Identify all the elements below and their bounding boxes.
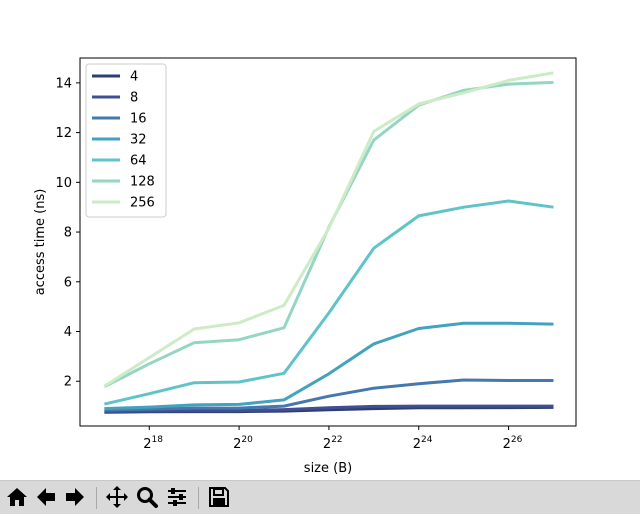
x-tick-label: 220 xyxy=(233,435,253,452)
series-line-16 xyxy=(104,378,554,412)
x-tick-label: 218 xyxy=(143,435,163,452)
legend-label-8: 8 xyxy=(130,91,138,106)
y-tick-label: 4 xyxy=(64,325,72,340)
series-line-64 xyxy=(104,199,554,406)
back-button[interactable] xyxy=(33,484,59,510)
save-icon xyxy=(209,487,229,507)
series-line-128 xyxy=(103,80,554,389)
x-axis-label: size (B) xyxy=(304,461,352,476)
series-line-32 xyxy=(104,321,554,411)
configure-subplots-icon xyxy=(168,488,186,506)
configure-subplots-button[interactable] xyxy=(164,484,190,510)
axes-frame xyxy=(79,57,577,427)
zoom-button[interactable] xyxy=(134,484,160,510)
legend-label-128: 128 xyxy=(130,175,155,190)
legend: 4 8 16 32 64 128 256 xyxy=(85,63,167,218)
forward-arrow-icon xyxy=(66,488,84,506)
y-tick-label: 2 xyxy=(64,375,72,390)
y-axis-label: access time (ns) xyxy=(33,189,48,296)
home-icon xyxy=(7,488,27,506)
toolbar-separator xyxy=(198,487,199,509)
toolbar-separator xyxy=(96,487,97,509)
y-tick-label: 8 xyxy=(64,226,72,241)
legend-box xyxy=(85,63,167,218)
legend-label-256: 256 xyxy=(130,196,155,211)
x-tick-label: 224 xyxy=(413,435,433,452)
y-tick-label: 6 xyxy=(64,275,72,290)
pan-icon xyxy=(106,486,128,508)
navigation-toolbar xyxy=(0,480,640,514)
x-tick-label: 222 xyxy=(323,435,343,452)
series-line-8 xyxy=(104,404,554,414)
back-arrow-icon xyxy=(37,488,55,506)
save-button[interactable] xyxy=(206,484,232,510)
legend-label-16: 16 xyxy=(130,112,147,127)
forward-button[interactable] xyxy=(62,484,88,510)
y-tick-label: 12 xyxy=(55,126,72,141)
x-tick-label: 226 xyxy=(503,435,523,452)
y-tick-label: 10 xyxy=(55,176,72,191)
y-tick-label: 14 xyxy=(55,76,72,91)
series-line-256 xyxy=(103,71,554,388)
legend-label-32: 32 xyxy=(130,133,147,148)
zoom-icon xyxy=(137,487,158,508)
pan-button[interactable] xyxy=(104,484,130,510)
home-button[interactable] xyxy=(4,484,30,510)
legend-label-64: 64 xyxy=(130,154,147,169)
legend-label-4: 4 xyxy=(130,70,138,85)
